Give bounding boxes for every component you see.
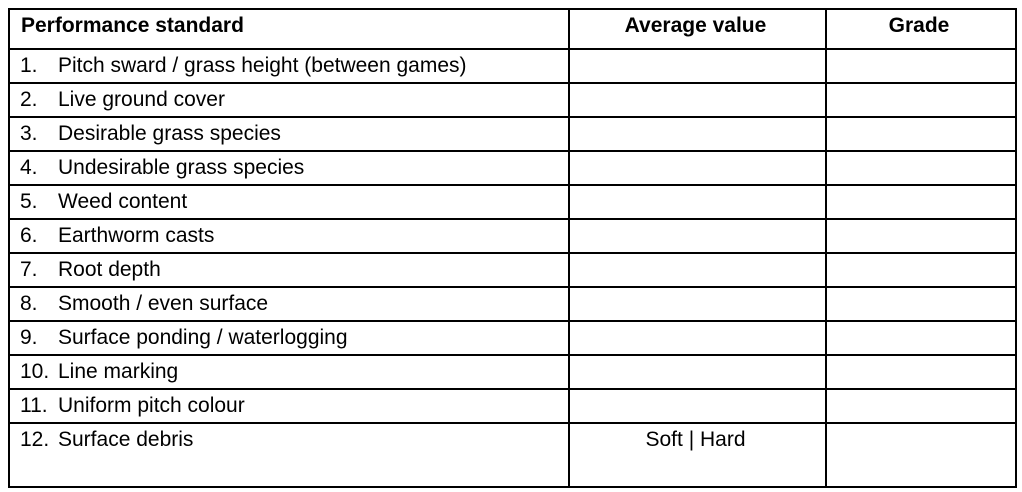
performance-standards-table: Performance standard Average value Grade…	[8, 8, 1017, 488]
grade-cell[interactable]	[825, 218, 1017, 254]
table-row: 2. Live ground cover	[8, 82, 1017, 118]
standard-label: Line marking	[58, 360, 179, 383]
table-row: 8. Smooth / even surface	[8, 286, 1017, 322]
average-value-cell[interactable]	[568, 354, 827, 390]
row-number: 7.	[20, 258, 38, 281]
standard-cell: 5. Weed content	[8, 184, 570, 220]
table-row: 12. Surface debris Soft | Hard	[8, 422, 1017, 488]
standard-label: Smooth / even surface	[58, 292, 269, 315]
standard-label: Pitch sward / grass height (between game…	[58, 54, 467, 77]
standard-label: Desirable grass species	[58, 122, 281, 145]
standard-cell: 11. Uniform pitch colour	[8, 388, 570, 424]
table-row: 1. Pitch sward / grass height (between ga…	[8, 48, 1017, 84]
table-row: 5. Weed content	[8, 184, 1017, 220]
grade-cell[interactable]	[825, 286, 1017, 322]
average-value-cell[interactable]	[568, 286, 827, 322]
grade-cell[interactable]	[825, 422, 1017, 488]
average-value-cell[interactable]	[568, 82, 827, 118]
average-value-cell[interactable]	[568, 116, 827, 152]
standard-label: Weed content	[58, 190, 188, 213]
grade-cell[interactable]	[825, 252, 1017, 288]
table-row: 4. Undesirable grass species	[8, 150, 1017, 186]
row-number: 8.	[20, 292, 38, 315]
table-row: 7. Root depth	[8, 252, 1017, 288]
row-number: 2.	[20, 88, 38, 111]
standard-label: Undesirable grass species	[58, 156, 305, 179]
standard-cell: 2. Live ground cover	[8, 82, 570, 118]
grade-cell[interactable]	[825, 150, 1017, 186]
grade-cell[interactable]	[825, 48, 1017, 84]
standard-label: Surface debris	[58, 428, 194, 451]
standard-cell: 1. Pitch sward / grass height (between ga…	[8, 48, 570, 84]
grade-cell[interactable]	[825, 116, 1017, 152]
grade-cell[interactable]	[825, 388, 1017, 424]
table-row: 6. Earthworm casts	[8, 218, 1017, 254]
average-value-cell[interactable]	[568, 48, 827, 84]
table-header-row: Performance standard Average value Grade	[8, 8, 1017, 50]
row-number: 3.	[20, 122, 38, 145]
row-number: 5.	[20, 190, 38, 213]
standard-cell: 12. Surface debris	[8, 422, 570, 488]
average-value-cell[interactable]	[568, 150, 827, 186]
standard-label: Root depth	[58, 258, 161, 281]
average-value-cell[interactable]	[568, 320, 827, 356]
table-row: 11. Uniform pitch colour	[8, 388, 1017, 424]
standard-cell: 10. Line marking	[8, 354, 570, 390]
row-number: 12.	[20, 428, 50, 451]
grade-cell[interactable]	[825, 82, 1017, 118]
header-average-value: Average value	[568, 8, 827, 50]
table-row: 10. Line marking	[8, 354, 1017, 390]
standard-cell: 9. Surface ponding / waterlogging	[8, 320, 570, 356]
header-performance-standard: Performance standard	[8, 8, 570, 50]
standard-label: Earthworm casts	[58, 224, 215, 247]
row-number: 1.	[20, 54, 38, 77]
row-number: 10.	[20, 360, 50, 383]
standard-cell: 7. Root depth	[8, 252, 570, 288]
average-value-cell[interactable]	[568, 184, 827, 220]
average-value-cell[interactable]	[568, 388, 827, 424]
standard-cell: 8. Smooth / even surface	[8, 286, 570, 322]
row-number: 6.	[20, 224, 38, 247]
average-value-cell[interactable]	[568, 252, 827, 288]
standard-cell: 6. Earthworm casts	[8, 218, 570, 254]
header-grade: Grade	[825, 8, 1017, 50]
average-value-cell[interactable]	[568, 218, 827, 254]
standard-label: Uniform pitch colour	[58, 394, 245, 417]
grade-cell[interactable]	[825, 184, 1017, 220]
row-number: 4.	[20, 156, 38, 179]
table-row: 9. Surface ponding / waterlogging	[8, 320, 1017, 356]
standard-cell: 3. Desirable grass species	[8, 116, 570, 152]
row-number: 11.	[20, 394, 48, 417]
standard-label: Live ground cover	[58, 88, 225, 111]
grade-cell[interactable]	[825, 320, 1017, 356]
grade-cell[interactable]	[825, 354, 1017, 390]
average-value-cell[interactable]: Soft | Hard	[568, 422, 827, 488]
table-row: 3. Desirable grass species	[8, 116, 1017, 152]
standard-cell: 4. Undesirable grass species	[8, 150, 570, 186]
standard-label: Surface ponding / waterlogging	[58, 326, 348, 349]
row-number: 9.	[20, 326, 38, 349]
